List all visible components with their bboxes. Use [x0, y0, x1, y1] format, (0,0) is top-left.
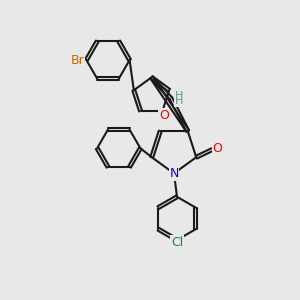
Text: O: O: [159, 109, 169, 122]
Text: N: N: [169, 167, 179, 180]
Text: Br: Br: [70, 53, 84, 67]
Text: H: H: [175, 96, 183, 106]
Text: Cl: Cl: [171, 236, 183, 249]
Text: H: H: [175, 91, 184, 101]
Text: O: O: [212, 142, 222, 155]
